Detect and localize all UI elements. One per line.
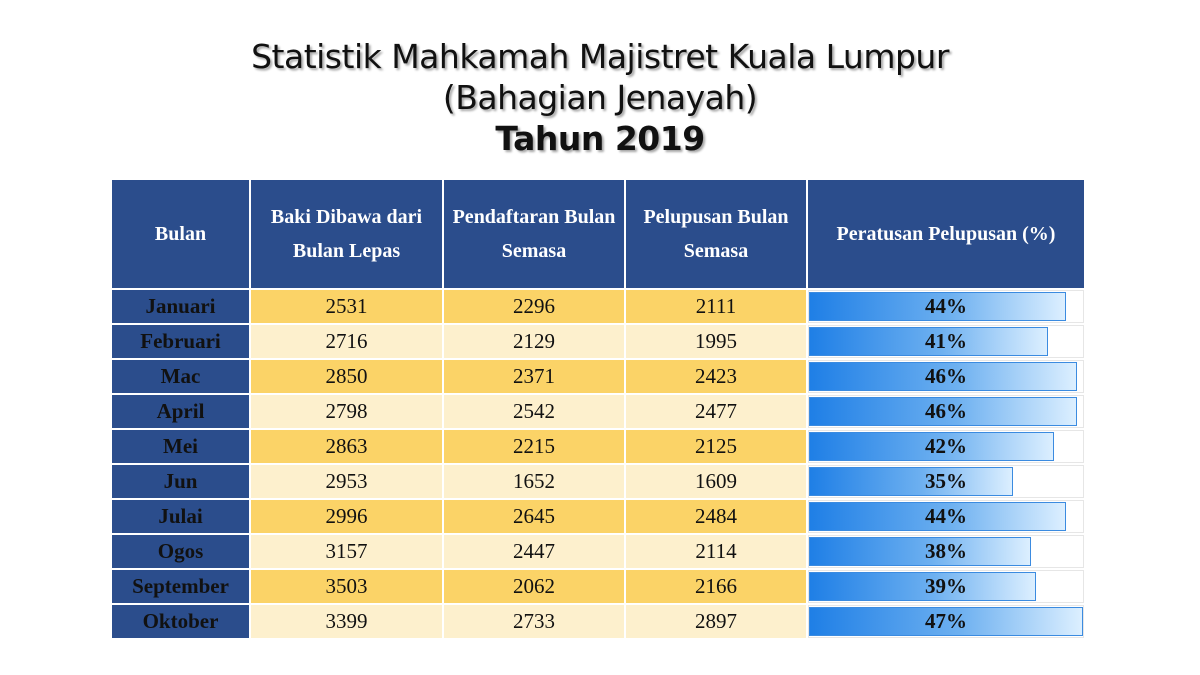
registered-cell: 2371 (444, 360, 624, 393)
table-row: Januari 2531 2296 2111 44% (112, 290, 1084, 323)
header-rate: Peratusan Pelupusan (%) (808, 180, 1084, 288)
backlog-cell: 2798 (251, 395, 442, 428)
rate-cell: 46% (808, 395, 1084, 428)
month-cell: Jun (112, 465, 249, 498)
month-cell: Julai (112, 500, 249, 533)
rate-bar (809, 467, 1014, 496)
rate-label: 35% (925, 469, 967, 493)
backlog-cell: 3399 (251, 605, 442, 638)
rate-label: 44% (925, 294, 967, 318)
disposed-cell: 2484 (626, 500, 806, 533)
table-row: Oktober 3399 2733 2897 47% (112, 605, 1084, 638)
registered-cell: 2296 (444, 290, 624, 323)
table-row: April 2798 2542 2477 46% (112, 395, 1084, 428)
month-cell: April (112, 395, 249, 428)
disposed-cell: 2897 (626, 605, 806, 638)
rate-cell: 46% (808, 360, 1084, 393)
rate-bar (809, 572, 1037, 601)
month-cell: Januari (112, 290, 249, 323)
rate-cell: 35% (808, 465, 1084, 498)
table-row: September 3503 2062 2166 39% (112, 570, 1084, 603)
registered-cell: 2542 (444, 395, 624, 428)
title-line-1: Statistik Mahkamah Majistret Kuala Lumpu… (251, 37, 949, 76)
month-cell: Ogos (112, 535, 249, 568)
registered-cell: 1652 (444, 465, 624, 498)
disposed-cell: 2111 (626, 290, 806, 323)
rate-cell: 38% (808, 535, 1084, 568)
disposed-cell: 2423 (626, 360, 806, 393)
rate-cell: 44% (808, 290, 1084, 323)
rate-cell: 44% (808, 500, 1084, 533)
header-row: Bulan Baki Dibawa dari Bulan Lepas Penda… (112, 180, 1084, 288)
title-line-2: (Bahagian Jenayah) (442, 78, 758, 117)
rate-cell: 42% (808, 430, 1084, 463)
rate-label: 46% (925, 399, 967, 423)
registered-cell: 2645 (444, 500, 624, 533)
statistics-table: Bulan Baki Dibawa dari Bulan Lepas Penda… (110, 178, 1086, 640)
rate-label: 39% (925, 574, 967, 598)
disposed-cell: 2477 (626, 395, 806, 428)
header-month: Bulan (112, 180, 249, 288)
table-row: Mei 2863 2215 2125 42% (112, 430, 1084, 463)
rate-cell: 39% (808, 570, 1084, 603)
disposed-cell: 2166 (626, 570, 806, 603)
rate-label: 41% (925, 329, 967, 353)
backlog-cell: 3503 (251, 570, 442, 603)
month-cell: September (112, 570, 249, 603)
table-row: Ogos 3157 2447 2114 38% (112, 535, 1084, 568)
backlog-cell: 2716 (251, 325, 442, 358)
rate-bar (809, 327, 1049, 356)
backlog-cell: 2531 (251, 290, 442, 323)
backlog-cell: 2953 (251, 465, 442, 498)
rate-label: 47% (925, 609, 967, 633)
month-cell: Mei (112, 430, 249, 463)
table-row: Jun 2953 1652 1609 35% (112, 465, 1084, 498)
table-body: Januari 2531 2296 2111 44% Februari 2716 2129 19… (112, 290, 1084, 638)
rate-bar (809, 397, 1078, 426)
backlog-cell: 2996 (251, 500, 442, 533)
backlog-cell: 2850 (251, 360, 442, 393)
backlog-cell: 2863 (251, 430, 442, 463)
table-row: Mac 2850 2371 2423 46% (112, 360, 1084, 393)
header-backlog: Baki Dibawa dari Bulan Lepas (251, 180, 442, 288)
rate-bar (809, 502, 1066, 531)
registered-cell: 2062 (444, 570, 624, 603)
chart-title: Statistik Mahkamah Majistret Kuala Lumpu… (0, 36, 1200, 159)
month-cell: Februari (112, 325, 249, 358)
backlog-cell: 3157 (251, 535, 442, 568)
registered-cell: 2447 (444, 535, 624, 568)
rate-label: 44% (925, 504, 967, 528)
title-line-3: Tahun 2019 (495, 119, 705, 158)
rate-bar (809, 362, 1078, 391)
rate-bar (809, 432, 1054, 461)
rate-cell: 47% (808, 605, 1084, 638)
disposed-cell: 1609 (626, 465, 806, 498)
header-registered: Pendaftaran Bulan Semasa (444, 180, 624, 288)
rate-label: 38% (925, 539, 967, 563)
header-disposed: Pelupusan Bulan Semasa (626, 180, 806, 288)
rate-cell: 41% (808, 325, 1084, 358)
rate-bar (809, 607, 1083, 636)
registered-cell: 2129 (444, 325, 624, 358)
rate-bar (809, 537, 1031, 566)
month-cell: Oktober (112, 605, 249, 638)
registered-cell: 2215 (444, 430, 624, 463)
month-cell: Mac (112, 360, 249, 393)
disposed-cell: 1995 (626, 325, 806, 358)
rate-label: 42% (925, 434, 967, 458)
disposed-cell: 2125 (626, 430, 806, 463)
rate-label: 46% (925, 364, 967, 388)
rate-bar (809, 292, 1066, 321)
registered-cell: 2733 (444, 605, 624, 638)
disposed-cell: 2114 (626, 535, 806, 568)
table-row: Februari 2716 2129 1995 41% (112, 325, 1084, 358)
table-row: Julai 2996 2645 2484 44% (112, 500, 1084, 533)
